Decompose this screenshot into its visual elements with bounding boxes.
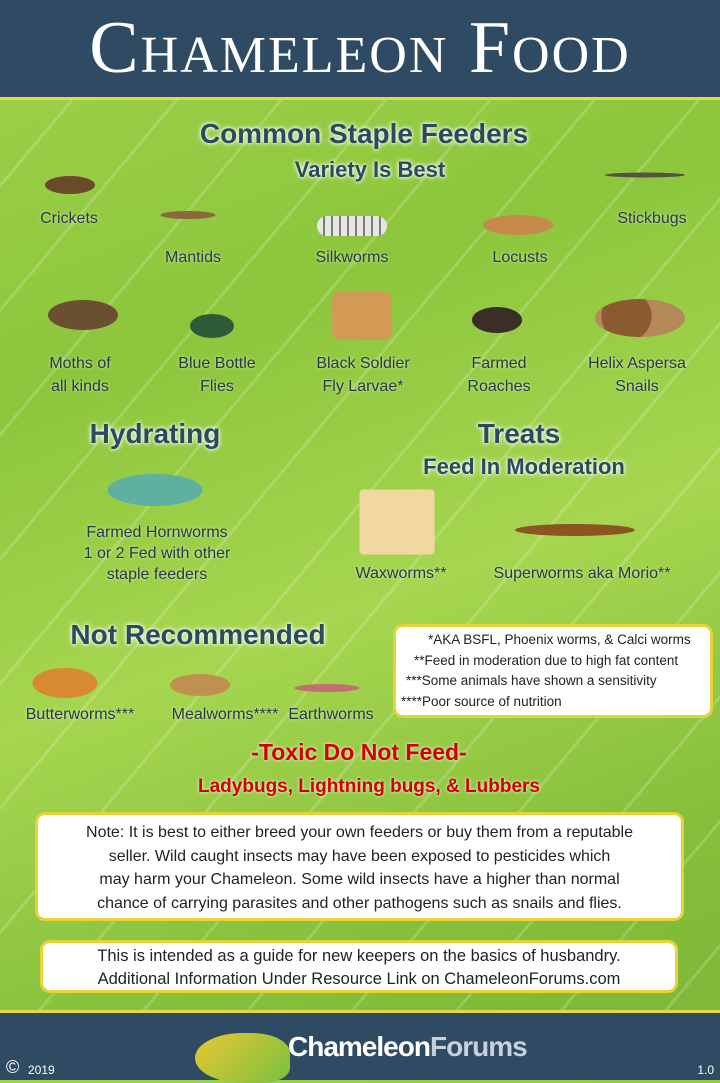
note-box: Note: It is best to either breed your ow… xyxy=(35,812,684,921)
hydrating-text: Farmed Hornworms 1 or 2 Fed with other sta… xyxy=(84,522,231,585)
label-flies: Blue Bottle Flies xyxy=(178,352,255,398)
staple-heading: Common Staple Feeders xyxy=(199,118,529,149)
chameleon-logo-image xyxy=(195,1033,290,1083)
stickbug-image xyxy=(605,172,685,178)
hydrating-heading: Hydrating xyxy=(89,418,221,449)
label-moths: Moths of all kinds xyxy=(49,352,110,398)
label-mealworms: Mealworms**** xyxy=(171,706,279,723)
snail-image xyxy=(595,299,685,337)
label-roaches: Farmed Roaches xyxy=(467,352,530,398)
line: staple feeders xyxy=(106,566,208,583)
label-silkworms: Silkworms xyxy=(315,249,389,266)
label-butterworms: Butterworms*** xyxy=(25,706,135,723)
earthworm-image xyxy=(294,684,360,692)
note-line: Note: It is best to either breed your ow… xyxy=(86,824,633,841)
guide-line: This is intended as a guide for new keep… xyxy=(97,947,621,965)
guide-line: Additional Information Under Resource Li… xyxy=(97,970,621,988)
hornworm-image xyxy=(107,474,203,506)
moth-image xyxy=(48,300,118,330)
note-line: chance of carrying parasites and other p… xyxy=(97,894,622,912)
line: Flies xyxy=(200,378,234,395)
fly-image xyxy=(190,314,234,338)
version: 1.0 xyxy=(697,1063,714,1077)
butterworm-image xyxy=(32,668,98,698)
mealworm-image xyxy=(170,674,230,696)
label-crickets: Crickets xyxy=(40,210,98,227)
footer: © 2019 Chameleon Forums 1.0 xyxy=(0,1010,720,1083)
page-title: Chameleon Food xyxy=(89,7,631,89)
label-earthworms: Earthworms xyxy=(288,706,374,723)
label-waxworms: Waxworms** xyxy=(355,565,447,582)
waxworm-image xyxy=(359,489,435,555)
label-mantids: Mantids xyxy=(164,249,222,266)
treats-heading: Treats xyxy=(477,418,561,449)
footnote: ***Some animals have shown a sensitivity xyxy=(406,673,657,688)
label-bsfl: Black Soldier Fly Larvae* xyxy=(316,352,409,398)
footnote: *AKA BSFL, Phoenix worms, & Calci worms xyxy=(428,632,691,647)
superworm-image xyxy=(515,524,635,536)
logo-text-chameleon: Chameleon xyxy=(288,1031,431,1062)
toxic-heading: -Toxic Do Not Feed- xyxy=(251,739,467,765)
line: Helix Aspersa xyxy=(588,355,686,372)
footnotes-box: *AKA BSFL, Phoenix worms, & Calci worms … xyxy=(393,624,713,718)
label-stickbugs: Stickbugs xyxy=(617,210,687,227)
treats-subheading: Feed In Moderation xyxy=(423,454,625,479)
copyright-icon: © xyxy=(6,1057,20,1077)
not-recommended-heading: Not Recommended xyxy=(70,619,326,650)
label-locusts: Locusts xyxy=(492,249,548,266)
toxic-list: Ladybugs, Lightning bugs, & Lubbers xyxy=(198,776,540,797)
line: Blue Bottle xyxy=(178,355,256,372)
footnote: **Feed in moderation due to high fat con… xyxy=(414,652,679,668)
roach-image xyxy=(472,307,522,333)
line: Farmed Hornworms xyxy=(86,524,228,541)
line: 1 or 2 Fed with other xyxy=(83,545,231,562)
staple-subheading: Variety Is Best xyxy=(294,157,446,182)
note-line: seller. Wild caught insects may have bee… xyxy=(108,847,611,865)
line: all kinds xyxy=(51,378,109,395)
line: Moths of xyxy=(49,355,111,372)
line: Snails xyxy=(615,378,659,395)
mantid-image xyxy=(160,211,216,219)
logo-text-forums: Forums xyxy=(430,1031,528,1062)
label-superworms: Superworms aka Morio** xyxy=(493,565,671,582)
copyright-year: 2019 xyxy=(28,1063,55,1077)
silkworm-image xyxy=(317,216,387,236)
footnote: ****Poor source of nutrition xyxy=(401,693,562,709)
guide-box: This is intended as a guide for new keep… xyxy=(40,940,678,993)
line: Black Soldier xyxy=(316,355,410,372)
line: Farmed xyxy=(471,355,527,372)
header: Chameleon Food xyxy=(0,0,720,100)
locust-image xyxy=(483,215,553,235)
bsfl-image xyxy=(332,292,392,340)
cricket-image xyxy=(45,176,95,194)
line: Fly Larvae* xyxy=(322,378,404,395)
line: Roaches xyxy=(467,378,531,395)
label-snails: Helix Aspersa Snails xyxy=(588,352,686,398)
note-line: may harm your Chameleon. Some wild insec… xyxy=(99,871,620,888)
